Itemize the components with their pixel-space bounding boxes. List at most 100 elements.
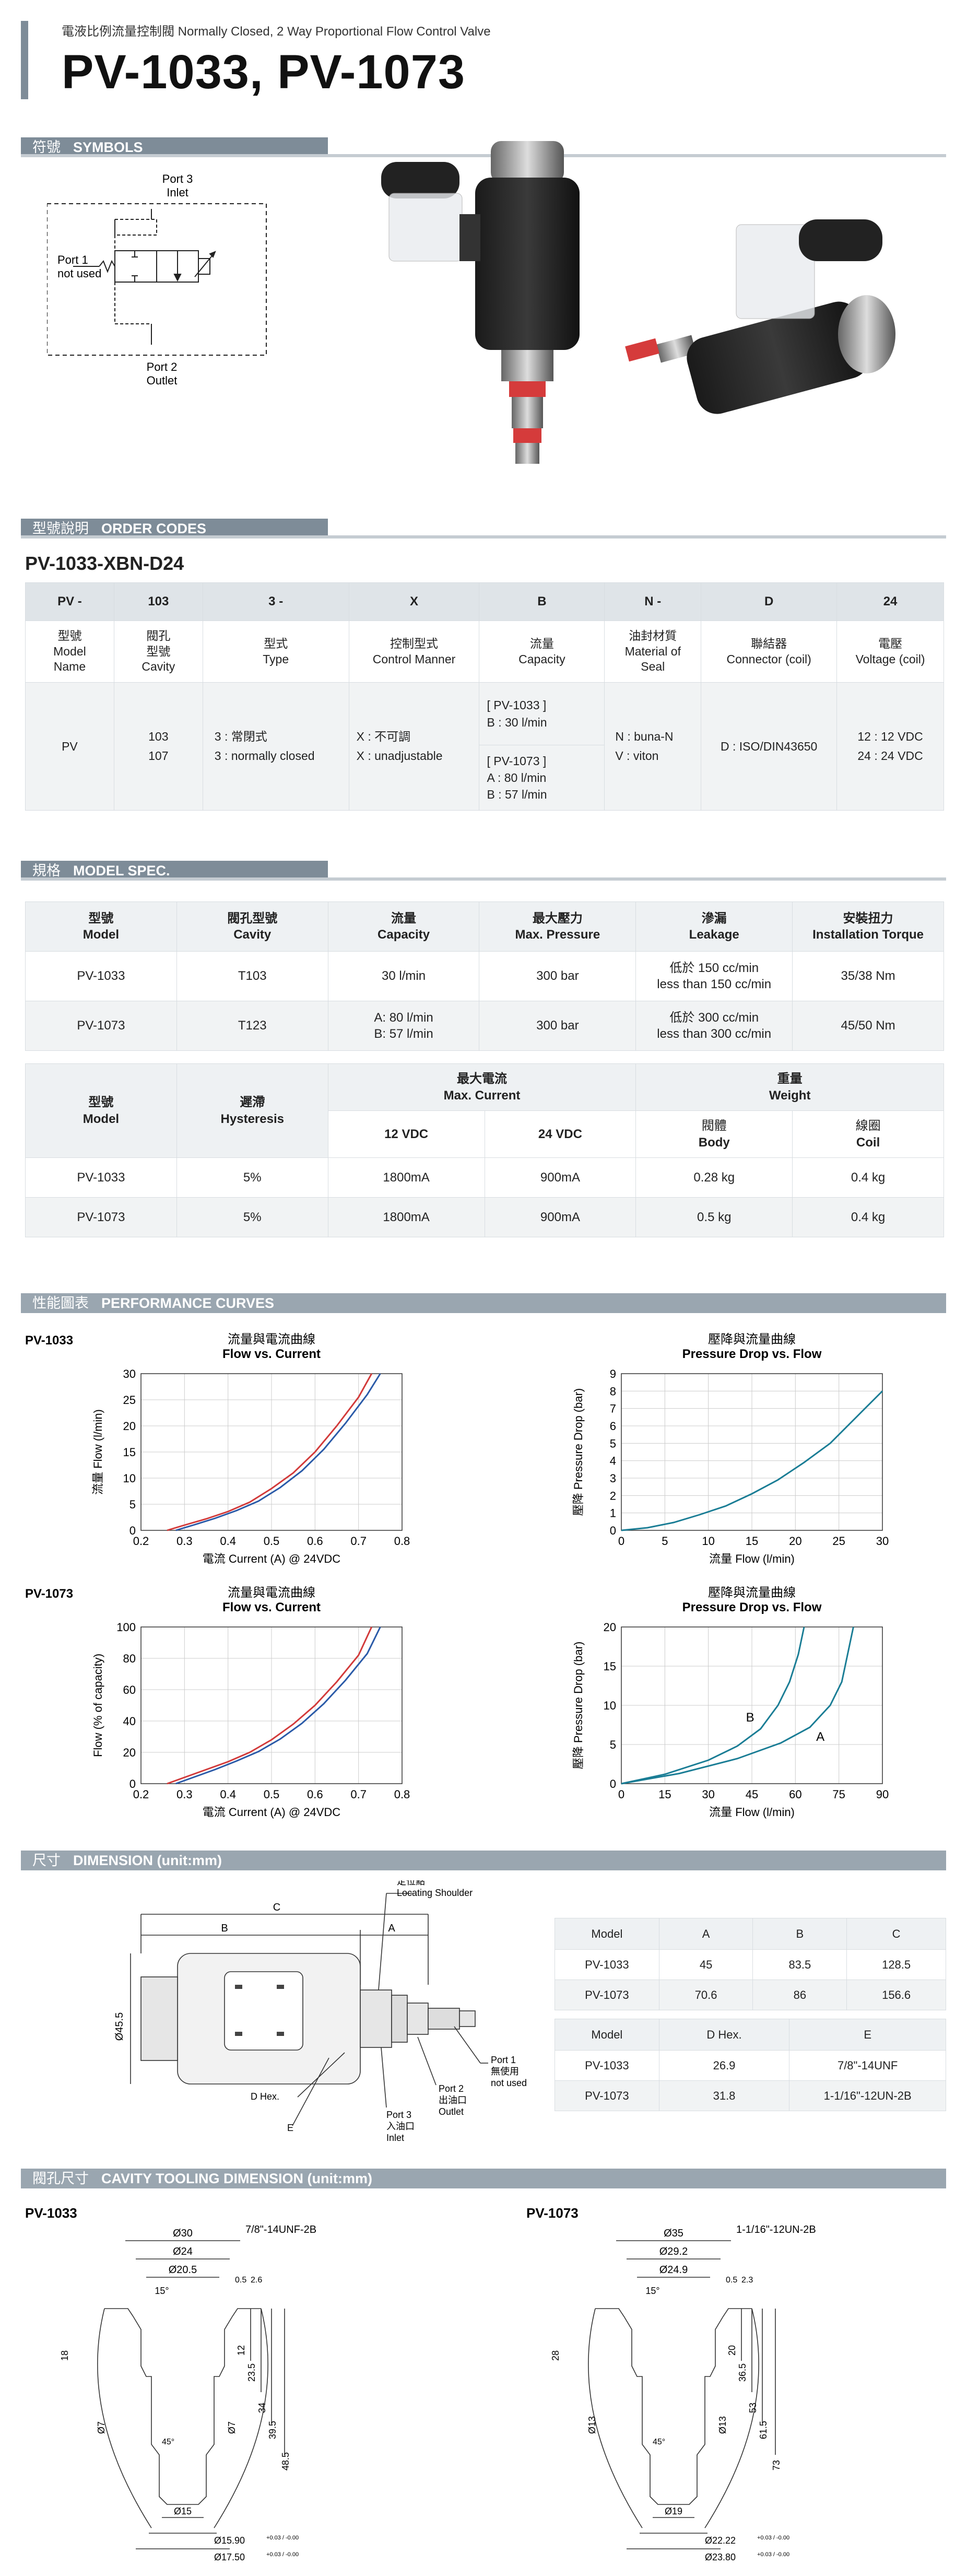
cell-torque: 35/38 Nm xyxy=(792,951,944,1001)
hdr-en2: Name xyxy=(53,660,86,674)
dim-depth: 20 xyxy=(727,2345,737,2356)
port3-sub: Inlet xyxy=(167,186,188,199)
x-tick-label: 60 xyxy=(789,1788,801,1801)
port2-sub: Outlet xyxy=(147,374,178,387)
hdr-zh: 油封材質 xyxy=(629,628,677,642)
dim-hdr: B xyxy=(752,1918,847,1950)
dim-top-diameter: Ø20.5 xyxy=(169,2264,197,2276)
port2-dim-label: Port 2 xyxy=(439,2083,464,2094)
series-line xyxy=(175,1373,381,1531)
y-tick-label: 15 xyxy=(604,1660,616,1673)
dim-top-diameter: Ø29.2 xyxy=(659,2246,688,2257)
spec2-hdr-en: Max. Current xyxy=(443,1088,521,1103)
dim-hdr: C xyxy=(846,1918,946,1950)
coil-pin xyxy=(277,1985,284,1989)
spec-hdr-zh: 最大壓力 xyxy=(532,911,583,926)
y-tick-label: 20 xyxy=(123,1420,136,1433)
val-type: 3 : 常閉式 xyxy=(214,730,267,744)
x-axis-label: 電流 Current (A) @ 24VDC xyxy=(203,1552,340,1565)
hdr-zh: 型號 xyxy=(57,628,82,642)
hdr-en: Type xyxy=(263,652,289,666)
section-en: SYMBOLS xyxy=(73,139,143,155)
spec-hdr-en: Model xyxy=(82,928,120,942)
x-tick-label: 0.5 xyxy=(264,1535,280,1548)
port1-label: Port 1 xyxy=(57,253,88,266)
code-voltage: 24 xyxy=(836,582,944,621)
val-capacity: [ PV-1073 ] xyxy=(487,754,547,768)
section-zh: 型號說明 xyxy=(32,521,89,536)
dim-bottom-diameter: Ø19 xyxy=(665,2506,682,2516)
dim-cell: PV-1073 xyxy=(555,1980,659,2010)
code-type: 3 - xyxy=(202,582,349,621)
hdr-zh2: 型號 xyxy=(146,644,171,658)
y-tick-label: 20 xyxy=(604,1621,616,1634)
cavity-profile xyxy=(595,2308,752,2505)
spec2-hdr-24v: 24 VDC xyxy=(484,1110,636,1158)
val-control: X : 不可調 xyxy=(356,730,411,744)
dim-left-height: 28 xyxy=(550,2350,561,2361)
coil-pin xyxy=(235,1985,242,1989)
val-model: PV xyxy=(25,682,114,811)
y-tick-label: 1 xyxy=(610,1507,616,1520)
spec-hdr-en: Cavity xyxy=(233,928,272,942)
series-line xyxy=(621,1390,883,1531)
x-axis-label: 流量 Flow (l/min) xyxy=(709,1552,795,1565)
spec-table-1: 型號 Model 閥孔型號 Cavity 流量 Capacity 最大壓力 Max. P… xyxy=(25,901,944,1051)
val-capacity: [ PV-1033 ] xyxy=(487,698,547,712)
dim-cell: PV-1073 xyxy=(555,2080,659,2111)
dim-cell: 26.9 xyxy=(658,2050,790,2081)
x-tick-label: 10 xyxy=(702,1535,714,1548)
section-en: ORDER CODES xyxy=(101,521,207,536)
coil-pin xyxy=(235,2032,242,2036)
cell-model: PV-1073 xyxy=(25,1197,177,1237)
y-tick-label: 5 xyxy=(610,1738,616,1751)
dim-cell: 156.6 xyxy=(846,1980,946,2010)
dim-b-label: B xyxy=(221,1923,228,1934)
chart-title: 流量與電流曲線 xyxy=(228,1332,315,1346)
dim-depth: 34 xyxy=(257,2403,267,2413)
series-line xyxy=(167,1626,373,1785)
y-tick-label: 7 xyxy=(610,1402,616,1415)
dim-angle: 15° xyxy=(155,2286,169,2296)
dim-cell: 83.5 xyxy=(752,1949,847,1980)
table-row: PV-1073 5% 1800mA 900mA 0.5 kg 0.4 kg xyxy=(25,1197,944,1237)
code-capacity: B xyxy=(479,582,605,621)
y-axis-label: 壓降 Pressure Drop (bar) xyxy=(572,1388,585,1516)
val-cavity: 103 xyxy=(148,730,169,744)
section-zh: 符號 xyxy=(32,139,61,155)
cavity-model-label: PV-1073 xyxy=(526,2205,579,2221)
hdr-zh: 型式 xyxy=(264,636,288,650)
x-tick-label: 30 xyxy=(702,1788,714,1801)
dim-bottom-diameter: Ø17.50 xyxy=(214,2552,245,2562)
y-axis-label: 流量 Flow (l/min) xyxy=(91,1409,104,1495)
section-dimension: 尺寸 DIMENSION (unit:mm) xyxy=(21,1851,946,1870)
section-en: DIMENSION (unit:mm) xyxy=(73,1853,222,1868)
cell-leakage: 低於 150 cc/min xyxy=(669,961,759,975)
hdr-zh: 閥孔 xyxy=(146,628,171,642)
chart-model-label: PV-1073 xyxy=(25,1587,73,1601)
x-tick-label: 90 xyxy=(876,1788,889,1801)
chart-title: 壓降與流量曲線 xyxy=(708,1586,796,1600)
dim-depth: 73 xyxy=(771,2460,782,2470)
chart-grid xyxy=(140,1626,403,1784)
dim-port-diameter: Ø13 xyxy=(717,2416,728,2434)
spec2-hdr-zh: 線圈 xyxy=(855,1119,881,1133)
cavity-drawing-1033: PV-1033 Ø30 Ø24 Ø20.515° 7/8"-14UNF-2B 0.5 2.6… xyxy=(25,2205,316,2562)
x-tick-label: 0.3 xyxy=(176,1788,193,1801)
dim-tolerance: +0.03 / -0.00 xyxy=(266,2551,299,2558)
spec2-hdr-zh: 閥體 xyxy=(701,1119,727,1133)
chart-subtitle: Flow vs. Current xyxy=(222,1347,321,1361)
cell-leakage: less than 150 cc/min xyxy=(657,977,772,991)
cavity-block-outline xyxy=(588,2308,759,2528)
dim-a-label: A xyxy=(388,1923,395,1934)
hdr-en: Capacity xyxy=(518,652,565,666)
y-tick-label: 2 xyxy=(610,1489,616,1502)
y-tick-label: 10 xyxy=(123,1472,136,1485)
section-zh: 性能圖表 xyxy=(32,1295,89,1311)
dhex-label: D Hex. xyxy=(251,2091,279,2102)
spec-hdr-zh: 型號 xyxy=(88,911,114,926)
dim-bottom-diameter: Ø15.90 xyxy=(214,2535,245,2546)
spec2-hdr-zh: 遲滯 xyxy=(240,1095,265,1110)
